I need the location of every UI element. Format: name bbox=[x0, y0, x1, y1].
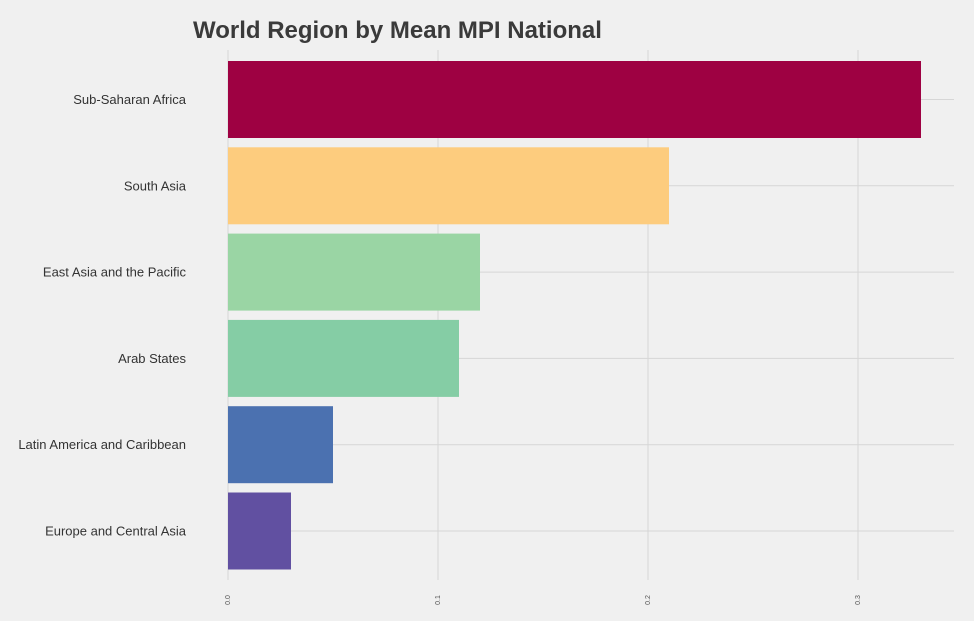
bar-sub-saharan-africa bbox=[228, 61, 921, 138]
bar-south-asia bbox=[228, 147, 669, 225]
x-tick-labels: 0.0 0.1 0.2 0.3 bbox=[225, 595, 862, 605]
x-tick-label: 0.3 bbox=[855, 595, 862, 605]
category-label: East Asia and the Pacific bbox=[43, 265, 187, 280]
category-label: South Asia bbox=[124, 178, 187, 193]
category-labels: Sub-Saharan Africa South Asia East Asia an… bbox=[18, 92, 186, 539]
bar-europe-and-central-asia bbox=[228, 492, 291, 570]
x-tick-label: 0.2 bbox=[645, 595, 652, 605]
bar-east-asia-and-the-pacific bbox=[228, 233, 480, 311]
x-tick-label: 0.0 bbox=[225, 595, 232, 605]
bar-latin-america-and-caribbean bbox=[228, 406, 333, 484]
bars bbox=[228, 61, 921, 570]
category-label: Latin America and Caribbean bbox=[18, 437, 186, 452]
category-label: Sub-Saharan Africa bbox=[73, 92, 187, 107]
x-tick-label: 0.1 bbox=[435, 595, 442, 605]
category-label: Europe and Central Asia bbox=[45, 524, 187, 539]
category-label: Arab States bbox=[118, 351, 186, 366]
chart-title: World Region by Mean MPI National bbox=[193, 17, 602, 44]
bar-arab-states bbox=[228, 319, 459, 397]
